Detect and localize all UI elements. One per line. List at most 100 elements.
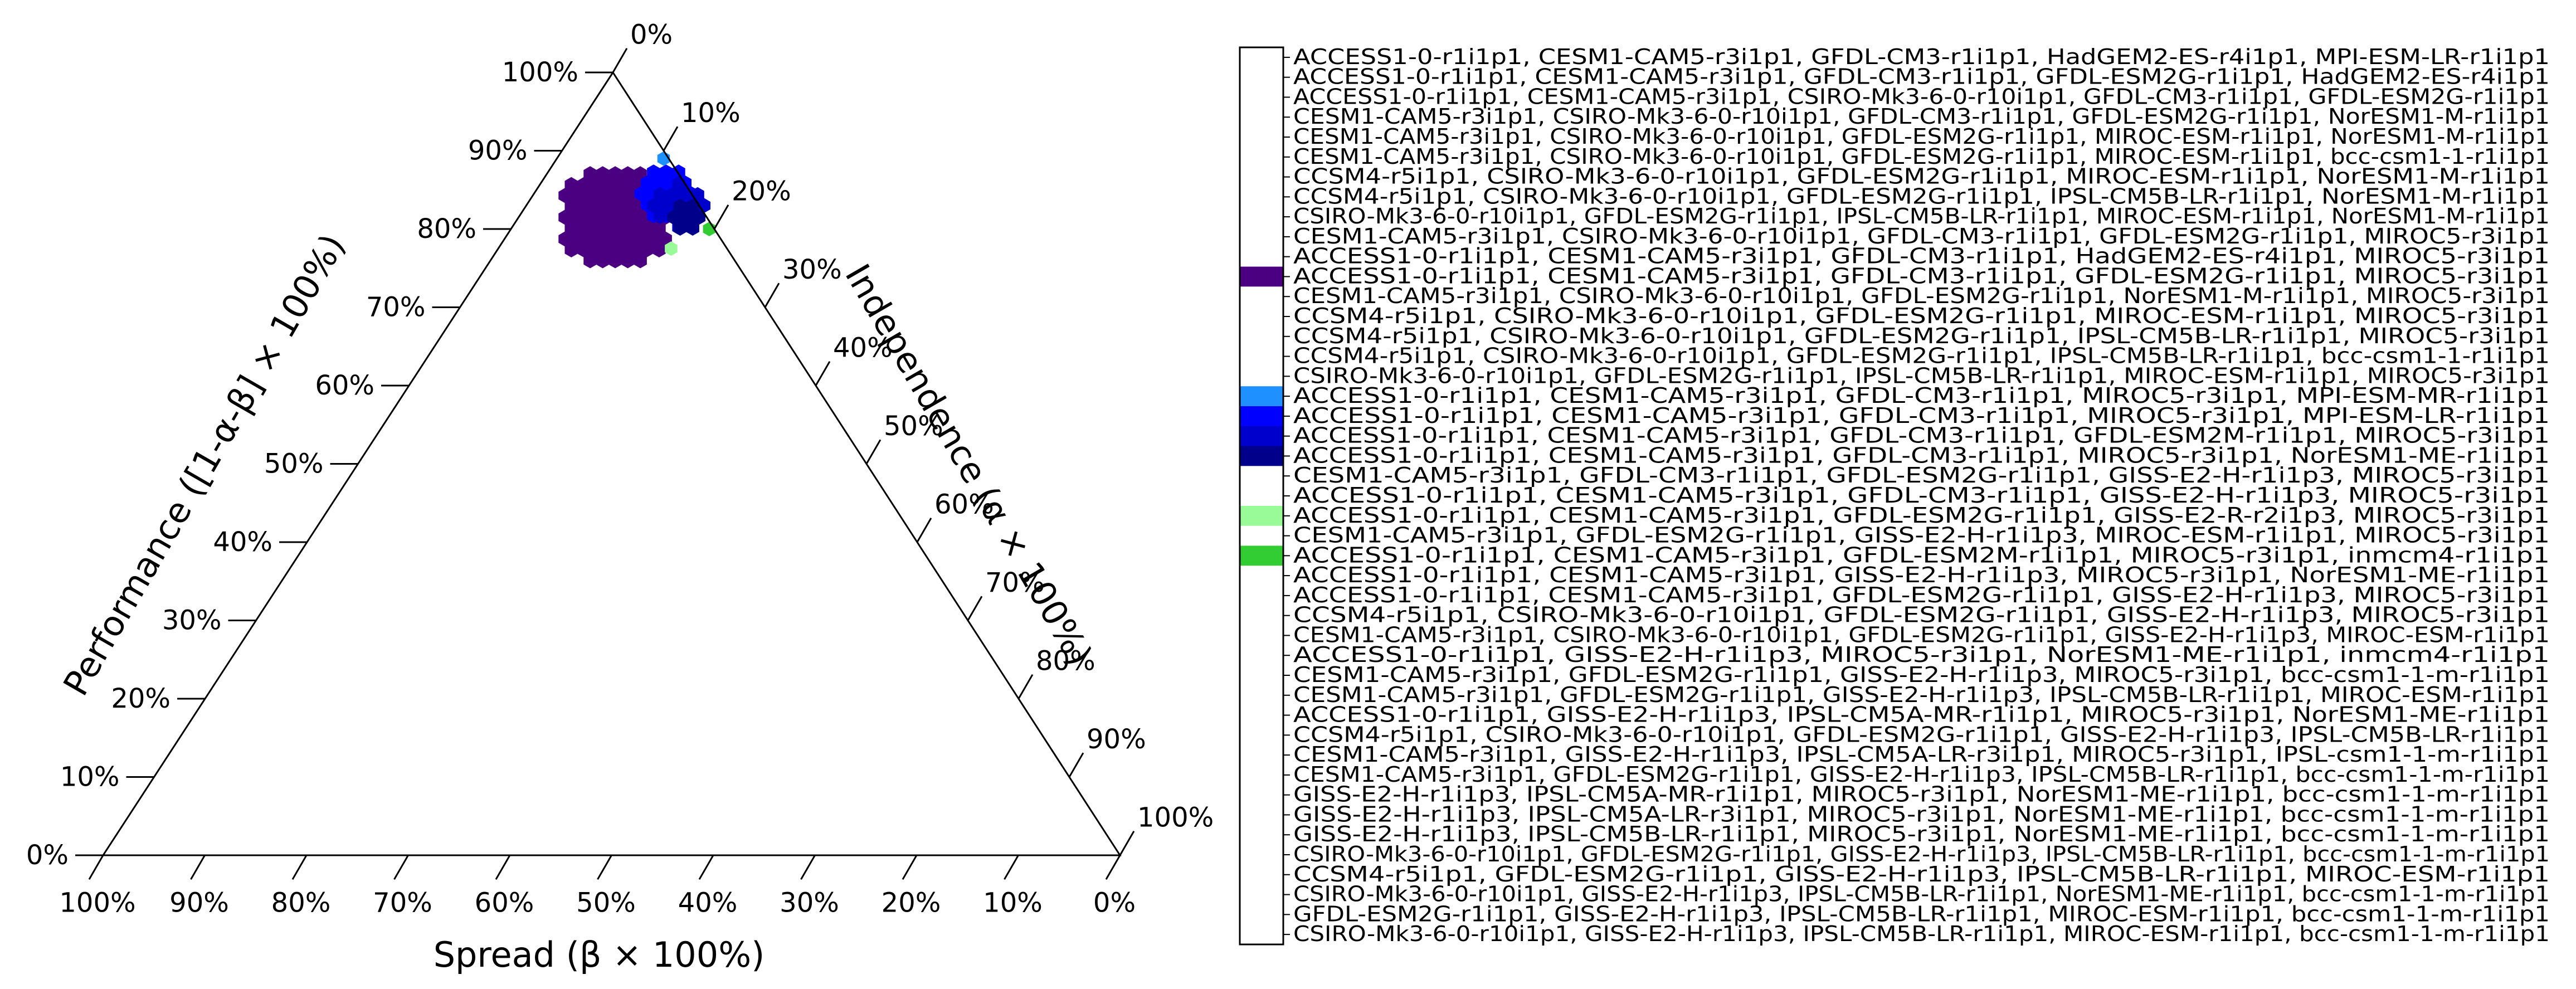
legend-swatch bbox=[1240, 266, 1283, 287]
right-tick-label: 70% bbox=[985, 567, 1045, 598]
hex-cell bbox=[640, 242, 654, 257]
bottom-tick-label: 30% bbox=[780, 887, 839, 918]
legend-label: CCSM4-r5i1p1, CSIRO-Mk3-6-0-r10i1p1, GFD… bbox=[1293, 344, 2550, 368]
legend-swatch bbox=[1240, 486, 1283, 506]
hex-cell bbox=[596, 253, 610, 269]
legend-swatch bbox=[1240, 147, 1283, 168]
hex-region-4 bbox=[667, 198, 706, 236]
legend-swatch bbox=[1240, 187, 1283, 207]
legend-swatch bbox=[1240, 87, 1283, 108]
right-tick bbox=[1119, 830, 1135, 856]
legend-swatch bbox=[1240, 545, 1283, 566]
legend-label: CESM1-CAM5-r3i1p1, GISS-E2-H-r1i1p3, IPS… bbox=[1293, 742, 2550, 767]
hex-cell bbox=[558, 231, 572, 247]
hex-cell bbox=[621, 210, 635, 225]
right-tick bbox=[612, 47, 628, 73]
left-tick-label: 100% bbox=[502, 57, 578, 88]
legend-label: ACCESS1-0-r1i1p1, CESM1-CAM5-r3i1p1, GFD… bbox=[1293, 423, 2550, 448]
legend-swatch bbox=[1240, 765, 1283, 786]
legend-swatch bbox=[1240, 127, 1283, 148]
bottom-tick-label: 40% bbox=[678, 887, 738, 918]
legend-swatch bbox=[1240, 845, 1283, 865]
right-tick bbox=[916, 517, 932, 543]
bottom-tick-label: 10% bbox=[983, 887, 1043, 918]
hex-cell bbox=[590, 177, 603, 192]
legend-label: CCSM4-r5i1p1, CSIRO-Mk3-6-0-r10i1p1, GFD… bbox=[1293, 722, 2550, 747]
hex-cell bbox=[583, 253, 597, 269]
right-tick bbox=[1068, 752, 1084, 778]
right-tick-label: 50% bbox=[884, 411, 943, 442]
hex-cell bbox=[615, 220, 629, 236]
bottom-tick bbox=[902, 855, 918, 880]
legend-label: ACCESS1-0-r1i1p1, CESM1-CAM5-r3i1p1, GFD… bbox=[1293, 244, 2550, 269]
bottom-tick bbox=[698, 855, 714, 880]
legend-label: ACCESS1-0-r1i1p1, CESM1-CAM5-r3i1p1, GFD… bbox=[1293, 543, 2550, 567]
legend-label: GISS-E2-H-r1i1p3, IPSL-CM5B-LR-r1i1p1, M… bbox=[1293, 822, 2550, 846]
legend-swatch bbox=[1240, 346, 1283, 367]
legend-swatch bbox=[1240, 566, 1283, 586]
legend-label: CSIRO-Mk3-6-0-r10i1p1, GISS-E2-H-r1i1p3,… bbox=[1293, 922, 2550, 946]
legend-label: CCSM4-r5i1p1, CSIRO-Mk3-6-0-r10i1p1, GFD… bbox=[1293, 184, 2550, 208]
legend-label: CESM1-CAM5-r3i1p1, GFDL-ESM2G-r1i1p1, GI… bbox=[1293, 683, 2550, 707]
hex-cell bbox=[680, 210, 693, 225]
legend-label: CCSM4-r5i1p1, GFDL-ESM2G-r1i1p1, GISS-E2… bbox=[1293, 862, 2550, 886]
hex-cell bbox=[602, 220, 616, 236]
legend-swatch bbox=[1240, 825, 1283, 845]
hex-cell bbox=[583, 188, 597, 203]
hex-cell bbox=[666, 187, 679, 202]
legend-label: ACCESS1-0-r1i1p1, CESM1-CAM5-r3i1p1, GFD… bbox=[1293, 583, 2550, 607]
hex-cell bbox=[653, 175, 666, 191]
hex-cell bbox=[564, 177, 578, 192]
legend-swatch bbox=[1240, 685, 1283, 706]
bottom-tick bbox=[393, 855, 409, 880]
hex-cell bbox=[608, 166, 622, 182]
left-tick-label: 90% bbox=[468, 135, 528, 167]
hex-cell bbox=[596, 188, 610, 203]
hex-cell bbox=[608, 188, 622, 203]
legend-swatch bbox=[1240, 466, 1283, 486]
bottom-tick bbox=[190, 855, 206, 880]
hex-cell bbox=[571, 210, 585, 225]
left-tick-label: 20% bbox=[111, 683, 171, 714]
legend-label: ACCESS1-0-r1i1p1, CESM1-CAM5-r3i1p1, CSI… bbox=[1293, 84, 2550, 109]
hex-cell bbox=[634, 186, 648, 202]
hex-cell bbox=[640, 220, 654, 236]
hex-cell bbox=[647, 198, 660, 213]
legend-swatch bbox=[1240, 884, 1283, 905]
hex-cell bbox=[621, 253, 635, 269]
hex-cell bbox=[652, 220, 666, 236]
legend-swatch bbox=[1240, 406, 1283, 427]
hex-cell bbox=[647, 164, 660, 180]
hex-cell bbox=[577, 198, 591, 214]
hex-cell bbox=[571, 231, 585, 247]
hex-cell bbox=[590, 242, 603, 257]
right-tick-label: 0% bbox=[630, 20, 673, 51]
legend-label: CESM1-CAM5-r3i1p1, GFDL-ESM2G-r1i1p1, GI… bbox=[1293, 523, 2550, 548]
right-tick-label: 100% bbox=[1137, 802, 1214, 834]
legend-label: CSIRO-Mk3-6-0-r10i1p1, GFDL-ESM2G-r1i1p1… bbox=[1293, 204, 2550, 228]
legend-swatch bbox=[1240, 904, 1283, 925]
legend-label: ACCESS1-0-r1i1p1, CESM1-CAM5-r3i1p1, GIS… bbox=[1293, 563, 2550, 587]
hex-cell bbox=[577, 220, 591, 236]
hex-cell bbox=[577, 242, 591, 257]
legend-label: ACCESS1-0-r1i1p1, GISS-E2-H-r1i1p3, IPSL… bbox=[1293, 703, 2550, 727]
hex-cell bbox=[692, 210, 706, 225]
legend-swatch bbox=[1240, 725, 1283, 746]
legend-label: CESM1-CAM5-r3i1p1, CSIRO-Mk3-6-0-r10i1p1… bbox=[1293, 144, 2550, 169]
legend-label: CCSM4-r5i1p1, CSIRO-Mk3-6-0-r10i1p1, GFD… bbox=[1293, 603, 2550, 627]
right-tick-label: 30% bbox=[782, 254, 842, 285]
bottom-tick-label: 100% bbox=[59, 887, 135, 918]
bottom-tick bbox=[1004, 855, 1019, 880]
legend-swatch bbox=[1240, 326, 1283, 347]
legend-label: GISS-E2-H-r1i1p3, IPSL-CM5A-MR-r1i1p1, M… bbox=[1293, 782, 2550, 807]
legend-swatch bbox=[1240, 586, 1283, 606]
hex-cell bbox=[673, 220, 687, 236]
legend-label: CCSM4-r5i1p1, CSIRO-Mk3-6-0-r10i1p1, GFD… bbox=[1293, 164, 2550, 189]
hex-cell bbox=[634, 210, 647, 225]
bottom-tick-label: 60% bbox=[475, 887, 534, 918]
left-tick-label: 50% bbox=[264, 449, 324, 480]
legend-swatch bbox=[1240, 525, 1283, 546]
hex-cell bbox=[634, 253, 647, 269]
legend-frame bbox=[1239, 46, 1284, 946]
